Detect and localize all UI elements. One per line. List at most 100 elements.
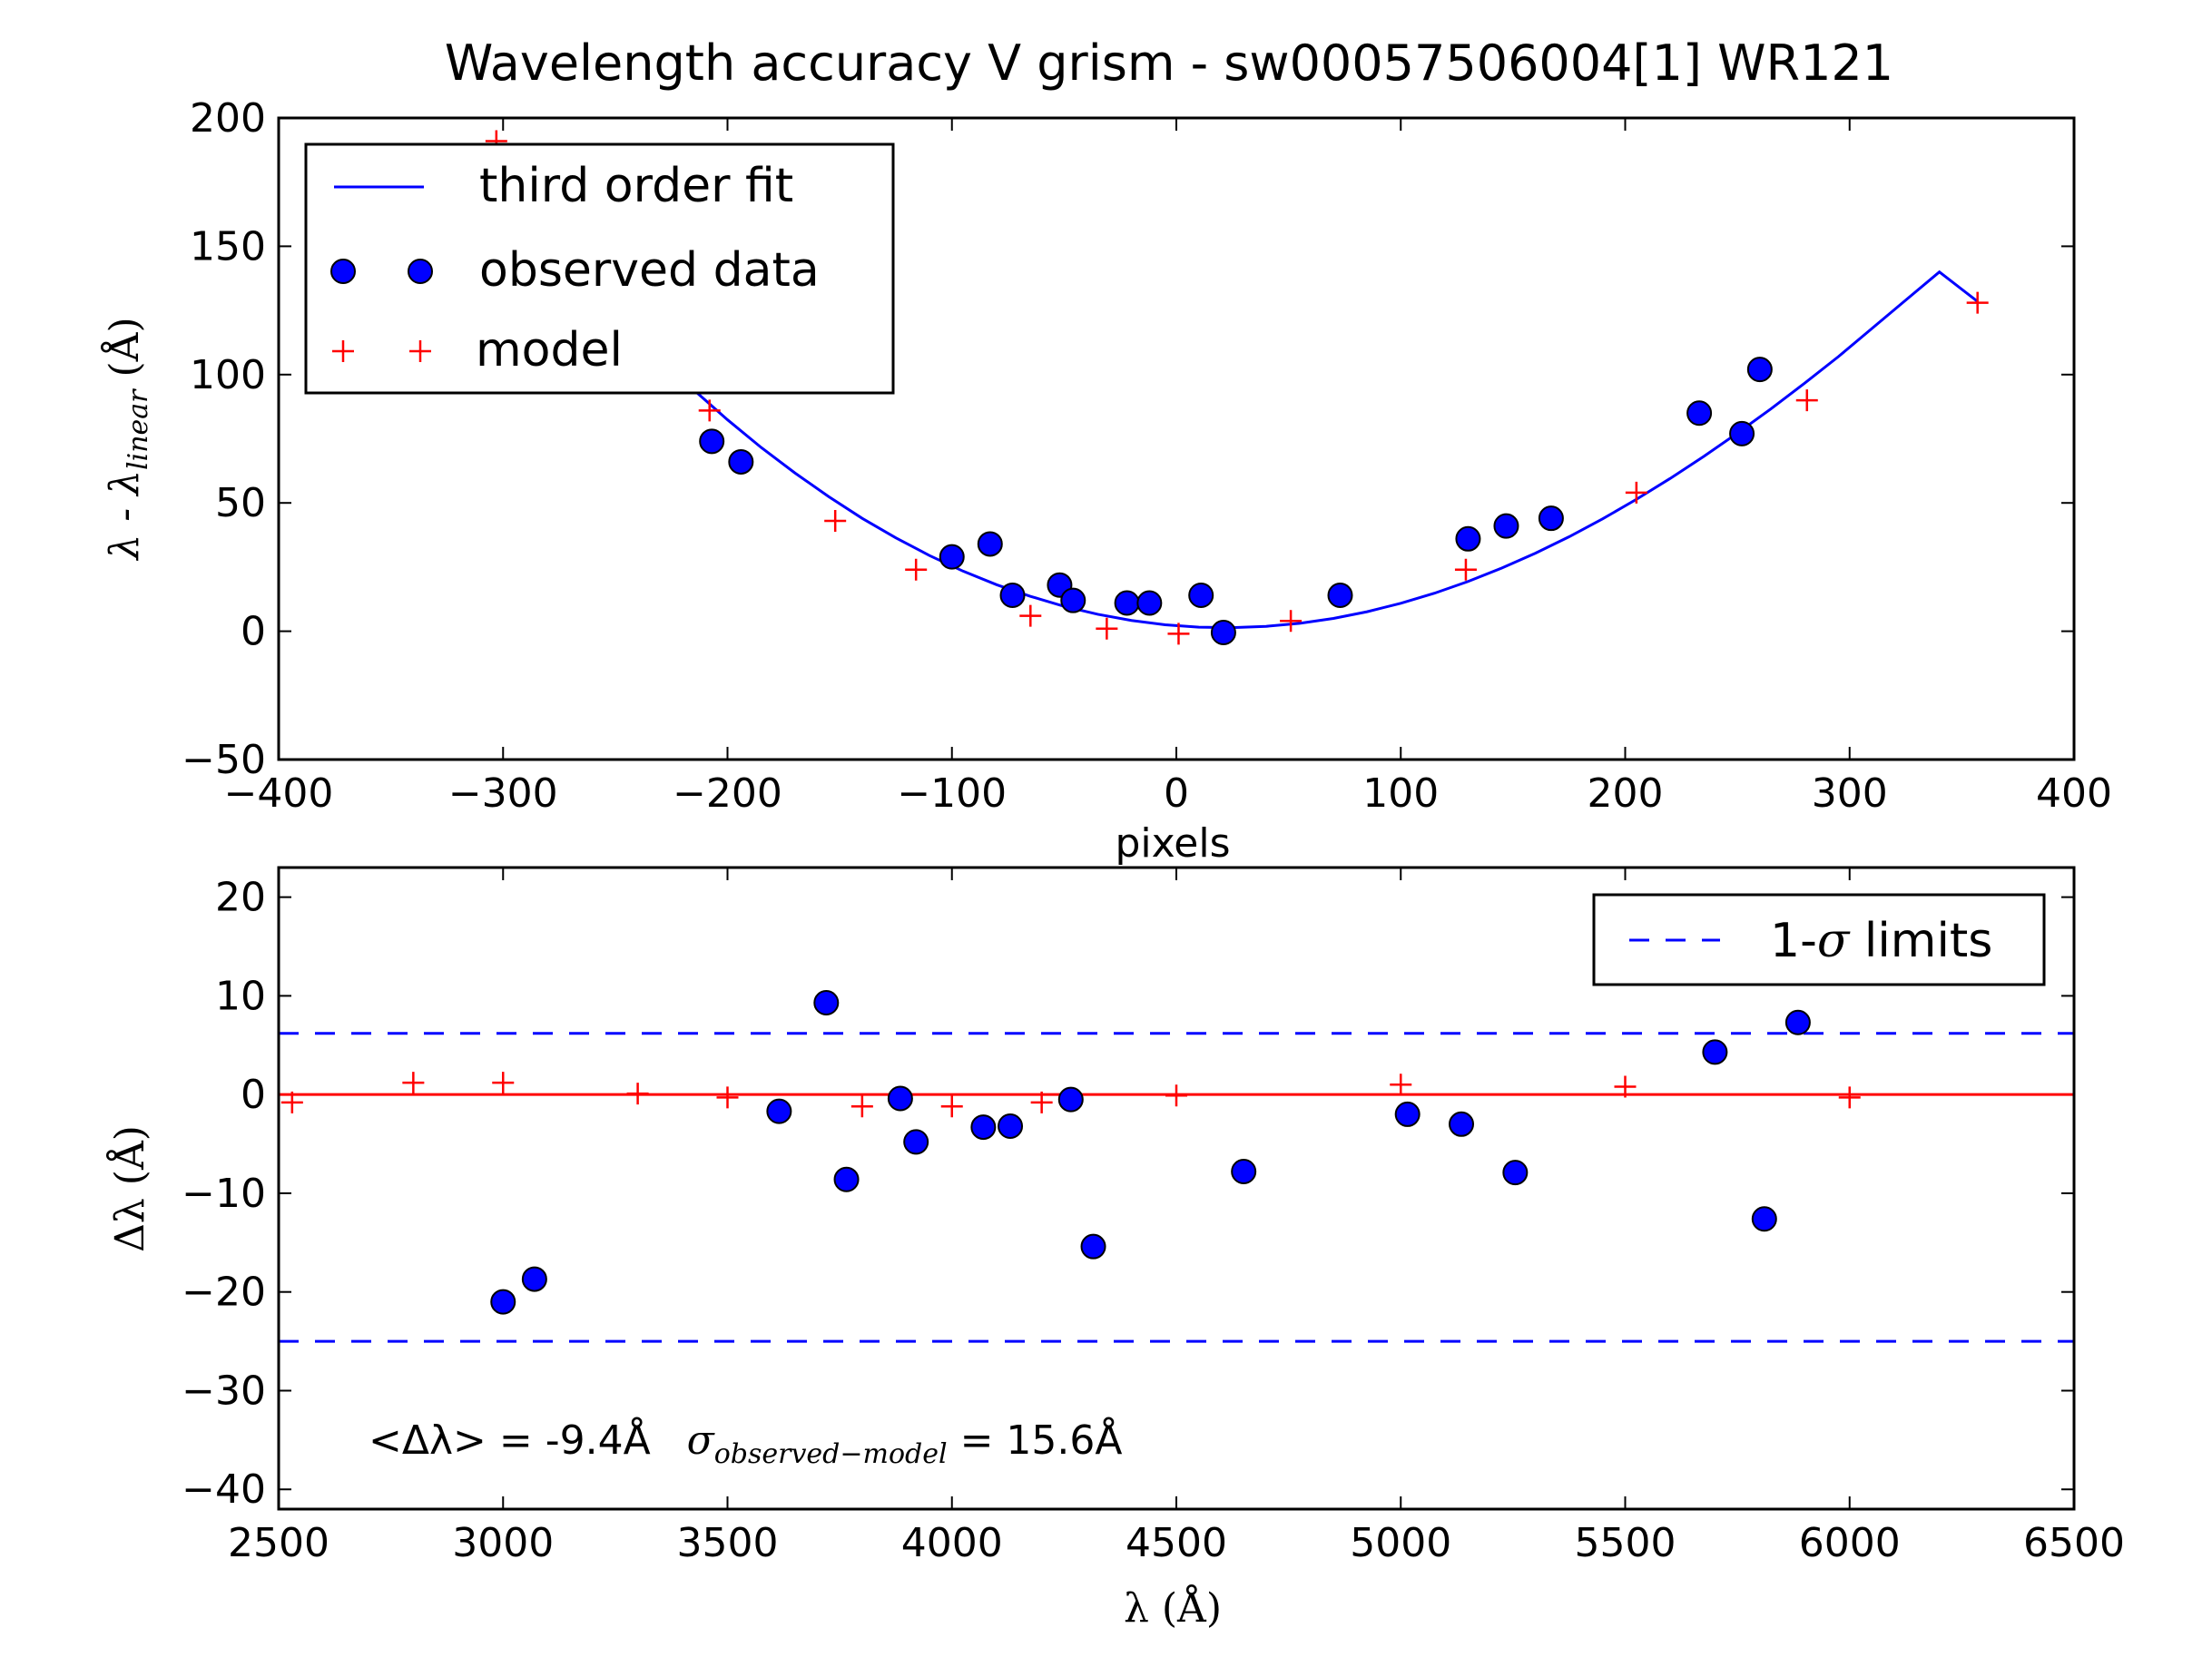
stats-mean: <Δλ> = -9.4Å xyxy=(369,1416,651,1464)
observed-point xyxy=(1729,420,1755,446)
model-point xyxy=(905,558,928,581)
bottom-xtick-label: 2500 xyxy=(228,1520,329,1566)
top-xtick-label: 400 xyxy=(2036,770,2112,817)
top-y-axis-label: λ - λlinear (Å) xyxy=(100,317,154,561)
bottom-plot-border xyxy=(277,866,2076,1511)
top-y-label-main: λ - λ xyxy=(102,470,148,562)
bottom-ytick-label: 20 xyxy=(215,875,266,921)
top-legend: third order fit observed data model xyxy=(304,142,895,395)
bottom-xtick-label: 3500 xyxy=(677,1520,779,1566)
stats-sigma-value: = 15.6Å xyxy=(948,1416,1123,1464)
bottom-xtick-label: 4000 xyxy=(901,1520,1003,1566)
chart-title: Wavelength accuracy V grism - sw00057506… xyxy=(445,34,1893,92)
bottom-xtick-label: 6000 xyxy=(1799,1520,1901,1566)
observed-point xyxy=(1327,583,1353,609)
bottom-ytick-label: 10 xyxy=(215,973,266,1019)
top-xtick-label: −400 xyxy=(224,770,334,817)
observed-point xyxy=(1136,590,1163,616)
residual-observed-point xyxy=(521,1266,547,1292)
residual-observed-point xyxy=(998,1113,1024,1139)
observed-point xyxy=(1114,590,1140,616)
observed-point xyxy=(1538,505,1564,532)
observed-point xyxy=(699,428,725,455)
residual-model-point xyxy=(492,1072,515,1094)
observed-point xyxy=(1493,513,1519,539)
model-point xyxy=(824,509,847,532)
model-point xyxy=(1096,617,1118,640)
top-xtick-label: 100 xyxy=(1362,770,1439,817)
bottom-ytick-label: −20 xyxy=(182,1270,266,1316)
model-point xyxy=(1454,558,1477,581)
residual-model-point xyxy=(1614,1075,1637,1098)
top-ytick-label: 0 xyxy=(241,609,266,655)
svg-text:λ - λlinear(Å): λ - λlinear (Å) xyxy=(100,317,154,561)
stats-sigma-sub: observed−model xyxy=(714,1438,948,1470)
top-ytick-label: 150 xyxy=(190,223,266,270)
observed-markers-layer xyxy=(699,357,1773,646)
observed-point xyxy=(1455,525,1481,552)
bottom-plot: 2500 3000 3500 4000 4500 5000 5500 6000 6500 −40 −… xyxy=(105,866,2125,1632)
bottom-y-axis-label: Δλ (Å) xyxy=(105,1125,153,1252)
bottom-xtick-label: 5500 xyxy=(1575,1520,1676,1566)
observed-point xyxy=(939,544,965,570)
top-xtick-label: −100 xyxy=(897,770,1007,817)
top-ytick-label: 50 xyxy=(215,480,266,526)
model-point xyxy=(1625,481,1647,504)
model-point xyxy=(1167,623,1190,645)
residual-model-point xyxy=(716,1086,739,1109)
observed-point xyxy=(728,448,754,475)
stats-annotation: <Δλ> = -9.4Å σobserved−model = 15.6Å xyxy=(369,1416,1123,1470)
residual-observed-point xyxy=(1231,1159,1257,1185)
top-ytick-label: −50 xyxy=(182,737,266,783)
residual-observed-point xyxy=(813,990,840,1016)
legend-model-label: model xyxy=(476,323,623,378)
observed-point xyxy=(1746,357,1773,383)
legend-observed-swatch-b xyxy=(408,259,433,284)
residual-model-point xyxy=(940,1095,963,1118)
residual-observed-point xyxy=(970,1114,997,1141)
residual-observed-point xyxy=(903,1129,929,1155)
observed-point xyxy=(999,583,1026,609)
residual-model-point xyxy=(626,1083,649,1105)
residual-model-point xyxy=(1838,1086,1861,1109)
legend-fit-label: third order fit xyxy=(479,159,793,213)
residual-observed-point xyxy=(1751,1206,1777,1232)
top-x-axis-label: pixels xyxy=(1115,820,1230,867)
legend-sigma-label: 1-σ limits xyxy=(1770,914,1992,968)
residual-model-point xyxy=(1390,1074,1412,1096)
residual-observed-point xyxy=(887,1085,913,1112)
top-ticks: −400 −300 −200 −100 0 100 200 300 400 −50 0 50 100 15… xyxy=(182,95,2112,817)
top-y-label-sub: linear xyxy=(123,388,154,470)
legend-observed-label: observed data xyxy=(479,243,820,298)
model-point xyxy=(1019,604,1042,627)
top-plot-border xyxy=(277,116,2076,761)
bottom-ytick-label: −10 xyxy=(182,1171,266,1217)
bottom-xtick-label: 3000 xyxy=(452,1520,554,1566)
top-xtick-label: 300 xyxy=(1812,770,1888,817)
top-xtick-label: −300 xyxy=(448,770,558,817)
stats-sigma: σ xyxy=(687,1417,716,1464)
bottom-x-axis-label: λ (Å) xyxy=(1124,1584,1222,1632)
observed-point xyxy=(1210,620,1236,646)
model-point xyxy=(1795,389,1818,412)
bottom-xtick-label: 5000 xyxy=(1350,1520,1451,1566)
residual-observed-point xyxy=(1080,1233,1106,1260)
legend-model-swatch xyxy=(332,340,431,362)
bottom-xtick-label: 6500 xyxy=(2023,1520,2125,1566)
legend-sigma-post: limits xyxy=(1849,914,1992,968)
model-markers-layer xyxy=(485,130,1989,645)
residual-model-point xyxy=(402,1072,425,1094)
observed-point xyxy=(1060,587,1086,613)
model-point xyxy=(698,399,721,422)
residual-observed-point xyxy=(1394,1101,1421,1127)
residual-observed-point xyxy=(1449,1111,1475,1137)
observed-point xyxy=(1686,400,1713,427)
top-xtick-label: −200 xyxy=(673,770,782,817)
legend-observed-swatch-a xyxy=(330,259,356,284)
bottom-ticks: 2500 3000 3500 4000 4500 5000 5500 6000 6500 −40 −… xyxy=(182,868,2125,1566)
residual-observed-point xyxy=(1502,1160,1529,1186)
legend-sigma-pre: 1- xyxy=(1770,914,1817,968)
residual-observed-point xyxy=(490,1289,516,1315)
top-ytick-label: 100 xyxy=(190,352,266,398)
